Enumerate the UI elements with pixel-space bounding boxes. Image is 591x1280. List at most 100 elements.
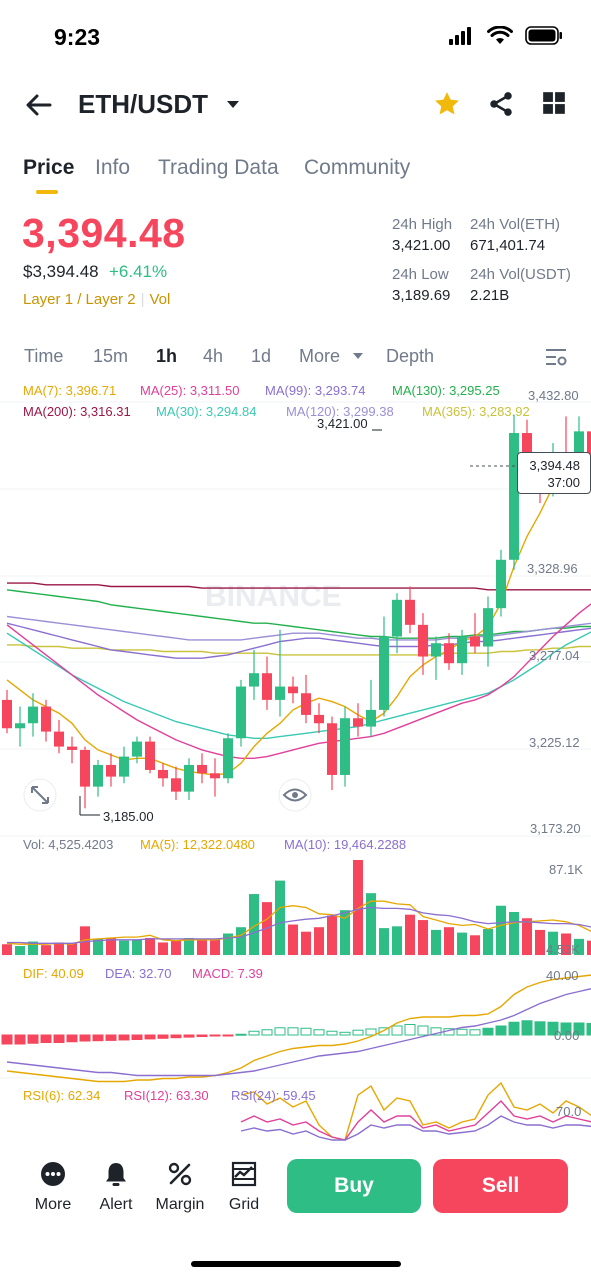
home-indicator — [191, 1261, 401, 1267]
nav-alert[interactable]: Alert — [86, 1160, 146, 1214]
candle-body — [509, 433, 519, 560]
macd-histogram-bar — [170, 1034, 182, 1039]
volume-bar — [379, 928, 389, 955]
vol-label: Vol: 4,525.4203 — [23, 837, 113, 852]
ma25-label: MA(25): 3,311.50 — [140, 383, 240, 398]
volume-bar — [457, 932, 467, 955]
eye-toggle-button[interactable] — [278, 778, 312, 812]
volume-bar — [431, 929, 441, 955]
volume-bar — [54, 942, 64, 955]
macd-panel — [1, 974, 591, 1083]
macd-dif-label: DIF: 40.09 — [23, 966, 84, 981]
candle-body — [275, 686, 285, 700]
volume-bar — [106, 937, 116, 955]
rsi-panel — [240, 1081, 591, 1141]
macd-histogram-bar — [573, 1022, 585, 1036]
vol-usdt-value: 2.21B — [470, 287, 510, 304]
back-arrow-icon[interactable] — [24, 90, 54, 120]
status-icons — [449, 26, 563, 45]
tab-trading-data[interactable]: Trading Data — [158, 156, 279, 179]
price-axis-label: 3,432.80 — [528, 388, 579, 403]
chart-settings-icon[interactable] — [544, 347, 568, 367]
interval-15m[interactable]: 15m — [93, 346, 129, 366]
tag-layer[interactable]: Layer 1 / Layer 2 — [23, 291, 136, 308]
interval-depth[interactable]: Depth — [386, 346, 435, 366]
vol-ma10-label: MA(10): 19,464.2288 — [284, 837, 406, 852]
nav-margin[interactable]: Margin — [150, 1160, 210, 1214]
volume-bar — [275, 880, 285, 955]
macd-histogram-bar — [53, 1034, 65, 1043]
price-axis-label: 3,225.12 — [529, 735, 580, 750]
macd-histogram-bar — [105, 1034, 117, 1041]
vol-eth-label: 24h Vol(ETH) — [470, 216, 561, 233]
grid-bot-icon — [231, 1161, 257, 1187]
tab-community[interactable]: Community — [304, 156, 411, 179]
volume-bar — [158, 942, 168, 955]
volume-bars — [2, 860, 591, 955]
volume-bar — [483, 929, 493, 955]
high-annotation: 3,421.00 — [317, 416, 368, 431]
macd-value-label: MACD: 7.39 — [192, 966, 263, 981]
nav-grid[interactable]: Grid — [214, 1160, 274, 1214]
macd-histogram-bar — [40, 1034, 52, 1043]
star-icon[interactable] — [433, 90, 461, 118]
status-time: 9:23 — [54, 24, 101, 50]
vol-usdt-label: 24h Vol(USDT) — [470, 266, 571, 283]
candle-body — [366, 709, 376, 727]
interval-1d[interactable]: 1d — [251, 346, 272, 366]
macd-histogram-bar — [183, 1034, 195, 1038]
ma30-line — [6, 631, 591, 739]
interval-more[interactable]: More — [299, 346, 341, 366]
tab-price[interactable]: Price — [23, 156, 75, 179]
volume-bar — [522, 918, 532, 955]
macd-histogram-bar — [365, 1028, 377, 1036]
price-axis-label: 3,328.96 — [527, 561, 578, 576]
macd-histogram-bar — [209, 1034, 221, 1037]
macd-histogram-bar — [339, 1031, 351, 1036]
bottom-action-bar: More Alert Margin Grid Buy Sell — [0, 1142, 591, 1280]
volume-bar — [535, 929, 545, 955]
nav-more-label: More — [34, 1196, 72, 1213]
macd-histogram-bar — [456, 1028, 468, 1036]
volume-bar — [145, 937, 155, 955]
sell-button[interactable]: Sell — [433, 1159, 568, 1213]
buy-button[interactable]: Buy — [287, 1159, 421, 1213]
grid-layout-icon[interactable] — [541, 90, 567, 116]
nav-more[interactable]: More — [23, 1160, 83, 1214]
volume-bar — [353, 860, 363, 955]
current-price-value: 3,394.48 — [529, 458, 580, 473]
candle-body — [392, 599, 402, 637]
candle-body — [574, 431, 584, 467]
candle-body — [54, 731, 64, 747]
price-axis-label: 3,173.20 — [530, 821, 581, 836]
tag-vol[interactable]: Vol — [149, 291, 171, 308]
volume-bar — [288, 924, 298, 955]
rsi6-line — [240, 1081, 591, 1141]
more-dots-icon — [41, 1162, 65, 1186]
trading-pair-title[interactable]: ETH/USDT — [78, 89, 208, 119]
fullscreen-button[interactable] — [23, 778, 57, 812]
more-caret-icon[interactable] — [352, 352, 364, 361]
macd-histogram-bar — [196, 1034, 208, 1037]
volume-bar — [132, 939, 142, 955]
interval-1h[interactable]: 1h — [156, 346, 178, 366]
macd-histogram-bar — [547, 1021, 559, 1036]
candle-body — [184, 764, 194, 792]
volume-bar — [119, 940, 129, 955]
tab-info[interactable]: Info — [95, 156, 131, 179]
interval-time[interactable]: Time — [24, 346, 64, 366]
active-tab-indicator — [36, 190, 58, 194]
category-tags: Layer 1 / Layer 2 | Vol — [23, 291, 170, 308]
volume-bar — [392, 926, 402, 955]
macd-histogram-bar — [14, 1034, 26, 1045]
volume-bar — [184, 937, 194, 955]
current-price-tag: 3,394.48 37:00 — [517, 452, 591, 494]
candle-body — [106, 764, 116, 777]
share-icon[interactable] — [487, 90, 515, 118]
kline-chart[interactable]: BINANCE 3,421.00 3,185.00 Vol: 4,525.420… — [0, 376, 591, 1141]
pair-header: ETH/USDT — [0, 80, 591, 130]
macd-histogram-bar — [144, 1034, 156, 1040]
caret-down-icon[interactable] — [226, 100, 240, 110]
candle-body — [379, 636, 389, 710]
interval-4h[interactable]: 4h — [203, 346, 224, 366]
